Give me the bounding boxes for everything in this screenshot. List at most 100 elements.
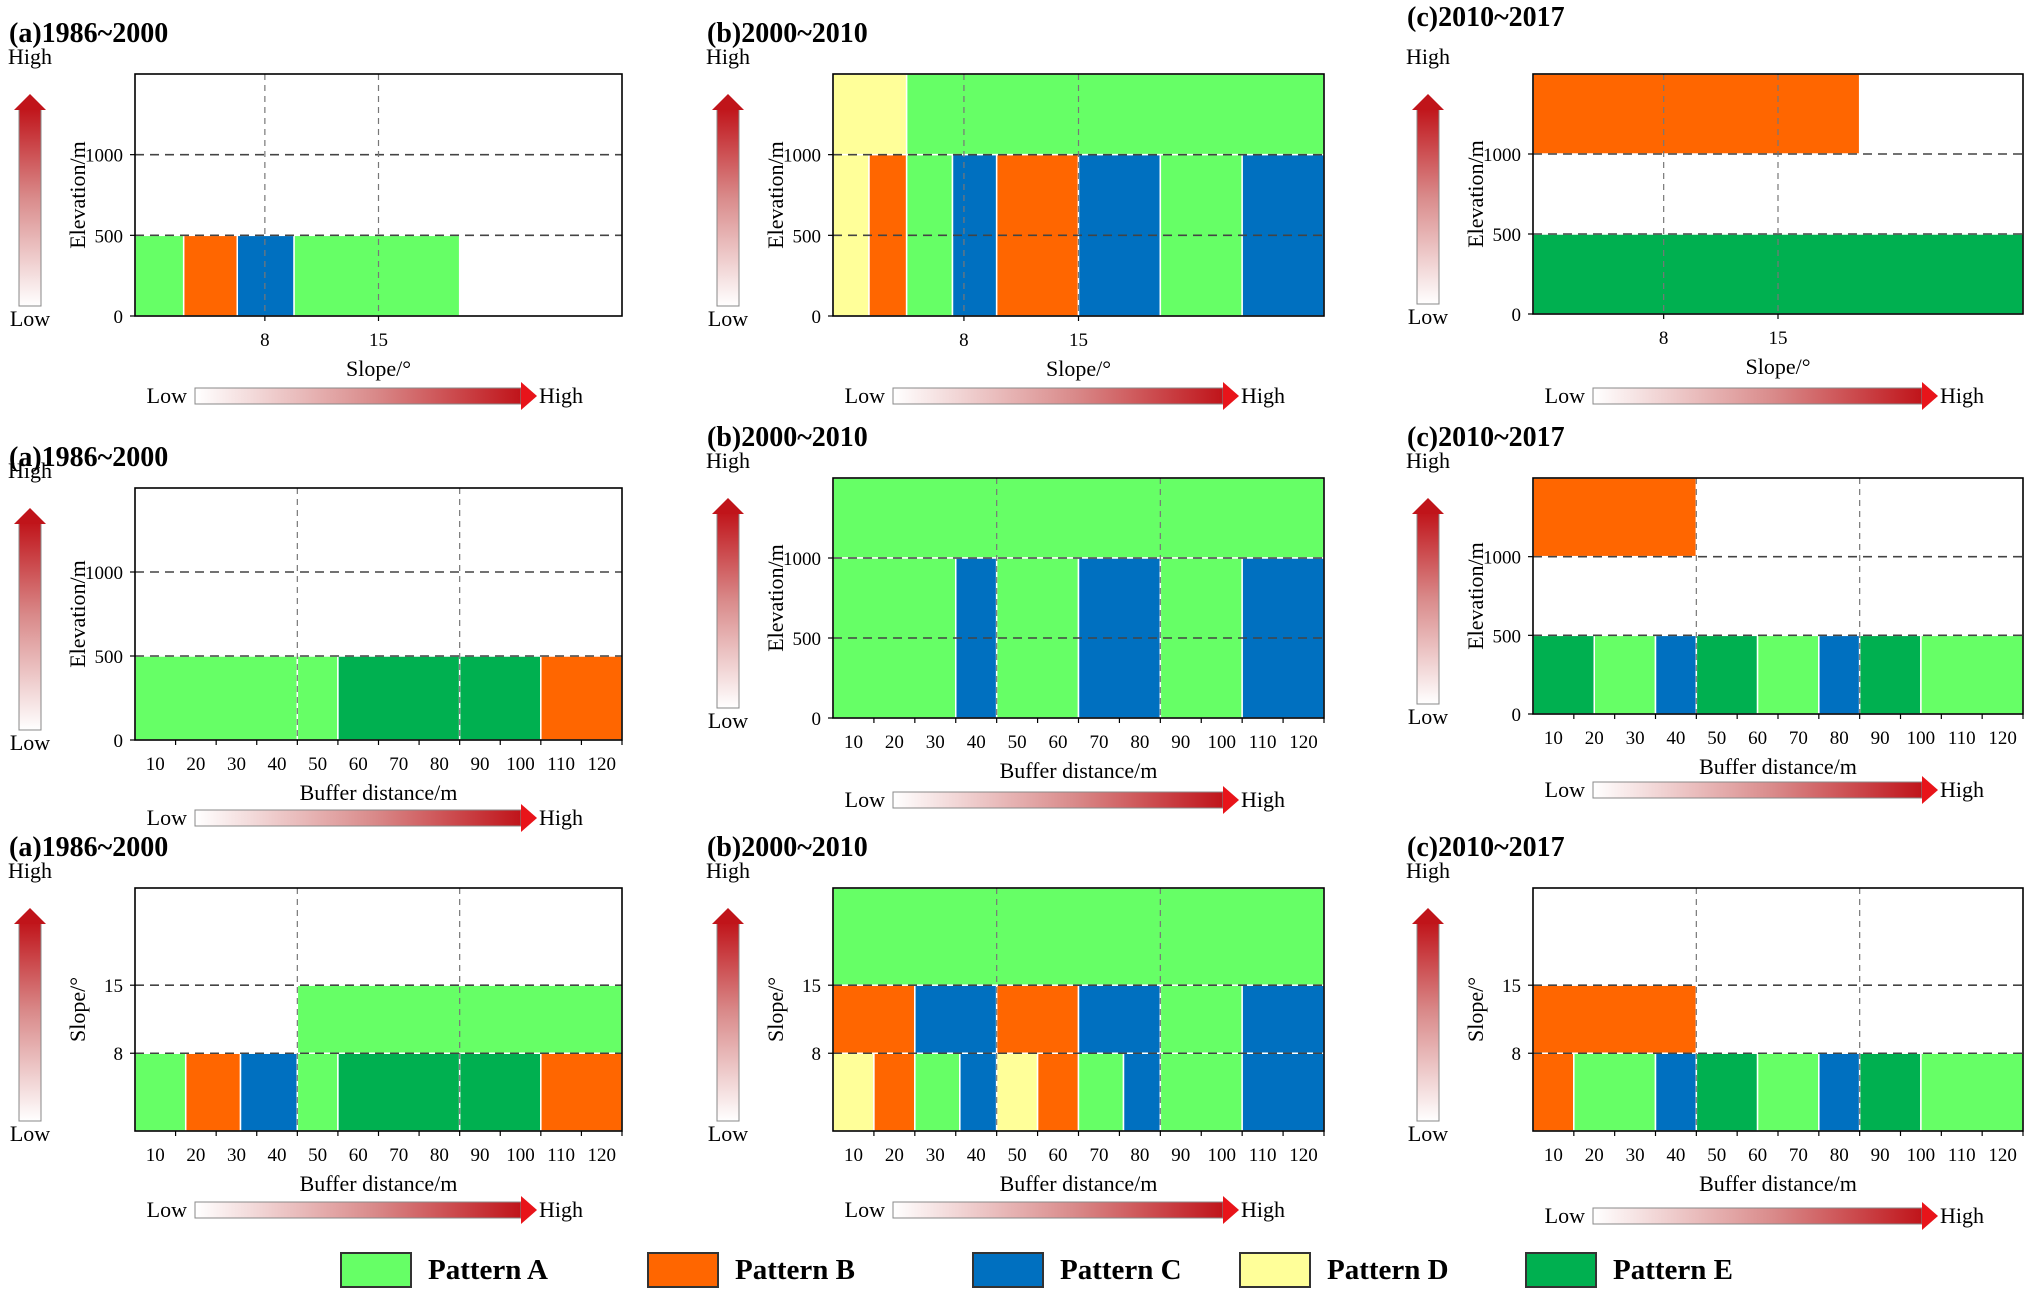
vertical-arrow-high-label: High — [8, 858, 52, 883]
horizontal-arrow-low-label: Low — [147, 805, 187, 830]
x-tick-label: 20 — [885, 732, 904, 753]
horizontal-arrow-low-label: Low — [147, 1197, 187, 1222]
heatmap-cell-pattern-a — [905, 73, 1325, 156]
horizontal-arrow-head — [1223, 382, 1239, 410]
x-tick-label: 60 — [1748, 1145, 1767, 1166]
x-tick-label: 100 — [1907, 728, 1936, 749]
heatmap-cell-pattern-a — [914, 1052, 961, 1132]
x-tick-label: 10 — [844, 1145, 863, 1166]
horizontal-arrow-low-label: Low — [845, 1197, 885, 1222]
vertical-arrow-low-label: Low — [1408, 704, 1448, 729]
vertical-arrow-head — [14, 94, 46, 110]
heatmap-cell-pattern-a — [134, 234, 185, 317]
x-axis-label: Buffer distance/m — [300, 780, 458, 805]
y-tick-label: 8 — [1512, 1044, 1522, 1065]
legend-label-c: Pattern C — [1060, 1254, 1182, 1286]
heatmap-cell-pattern-a — [1920, 634, 2024, 715]
x-tick-label: 10 — [844, 732, 863, 753]
vertical-arrow-low-label: Low — [10, 1121, 50, 1146]
x-tick-label: 120 — [1988, 1145, 2017, 1166]
horizontal-gradient-bar — [194, 387, 522, 405]
y-axis-label: Elevation/m — [65, 141, 90, 249]
legend-label-d: Pattern D — [1327, 1254, 1449, 1286]
heatmap-cell-pattern-b — [1036, 1052, 1080, 1132]
legend-label-b: Pattern B — [735, 1254, 855, 1286]
x-tick-label: 80 — [1130, 1145, 1149, 1166]
horizontal-arrow-low-label: Low — [845, 787, 885, 812]
x-tick-label: 20 — [186, 1145, 205, 1166]
x-tick-label: 110 — [1948, 728, 1976, 749]
x-axis-label: Buffer distance/m — [1000, 1171, 1158, 1196]
vertical-arrow-head — [1412, 908, 1444, 924]
horizontal-gradient-bar — [1592, 387, 1923, 405]
legend-swatch-b — [647, 1252, 719, 1288]
x-tick-label: 120 — [1289, 732, 1318, 753]
x-tick-label: 15 — [1769, 328, 1788, 349]
chart-panel-3: (c)2010~2017 0 500 1000 8 15 Slope/° Elevation/… — [1406, 2, 2024, 410]
heatmap-cell-pattern-a — [1920, 1052, 2024, 1132]
vertical-gradient-bar — [716, 921, 740, 1122]
heatmap-cell-pattern-a — [134, 655, 299, 741]
x-tick-label: 30 — [227, 754, 246, 775]
x-tick-label: 10 — [146, 754, 165, 775]
x-tick-label: 40 — [268, 754, 287, 775]
heatmap-cell-pattern-a — [1077, 1052, 1125, 1132]
x-tick-label: 10 — [146, 1145, 165, 1166]
vertical-arrow-head — [712, 94, 744, 110]
legend-label-e: Pattern E — [1613, 1254, 1733, 1286]
chart-title: (b)2000~2010 — [707, 832, 868, 863]
chart-panel-7: (a)1986~2000 8 15 10 20 30 40 50 60 70 80 90 100 110 1… — [8, 832, 623, 1224]
horizontal-gradient-bar — [892, 387, 1224, 405]
y-tick-label: 500 — [1493, 225, 1522, 246]
horizontal-arrow-head — [521, 1196, 537, 1224]
legend-swatch-c — [972, 1252, 1044, 1288]
y-axis-label: Elevation/m — [1463, 140, 1488, 248]
heatmap-cell-pattern-c — [1654, 634, 1698, 715]
x-tick-label: 50 — [1707, 1145, 1726, 1166]
x-tick-label: 10 — [1544, 728, 1563, 749]
x-tick-label: 40 — [268, 1145, 287, 1166]
heatmap-cell-pattern-e — [1695, 1052, 1759, 1132]
x-tick-label: 110 — [1249, 1145, 1277, 1166]
horizontal-arrow-head — [1922, 1202, 1938, 1230]
horizontal-arrow-low-label: Low — [1545, 777, 1585, 802]
chart-title: (b)2000~2010 — [707, 422, 868, 453]
x-tick-label: 90 — [1171, 1145, 1190, 1166]
heatmap-cell-pattern-c — [1241, 1052, 1325, 1132]
vertical-arrow-low-label: Low — [1408, 1121, 1448, 1146]
heatmap-cell-pattern-c — [239, 1052, 299, 1132]
chart-panel-5: (b)2000~2010 0 500 1000 10 20 30 40 50 60 70 80 90 10… — [706, 422, 1325, 814]
heatmap-cell-pattern-e — [1532, 634, 1595, 715]
y-tick-label: 500 — [95, 226, 124, 247]
vertical-gradient-bar — [18, 521, 42, 731]
heatmap-cell-pattern-a — [293, 234, 461, 317]
y-tick-label: 0 — [114, 731, 124, 752]
vertical-gradient-bar — [716, 107, 740, 307]
x-tick-label: 70 — [1789, 728, 1808, 749]
vertical-gradient-bar — [1416, 511, 1440, 705]
chart-panel-2: (b)2000~2010 0 500 1000 8 15 Slope/° Elevation/… — [706, 18, 1325, 410]
y-tick-label: 500 — [95, 647, 124, 668]
heatmap-cell-pattern-c — [1241, 984, 1325, 1054]
x-tick-label: 20 — [186, 754, 205, 775]
vertical-arrow-high-label: High — [1406, 448, 1450, 473]
heatmap-cell-pattern-c — [1654, 1052, 1698, 1132]
vertical-gradient-bar — [1416, 107, 1440, 305]
chart-panel-8: (b)2000~2010 8 15 10 20 30 40 50 60 70 80 90 100 110 1… — [706, 832, 1325, 1224]
horizontal-arrow-high-label: High — [539, 1197, 583, 1222]
vertical-arrow-head — [1412, 94, 1444, 110]
y-tick-label: 0 — [812, 307, 822, 328]
y-axis-label: Elevation/m — [763, 141, 788, 249]
x-tick-label: 70 — [1089, 1145, 1108, 1166]
horizontal-gradient-bar — [892, 791, 1224, 809]
y-tick-label: 1000 — [783, 146, 821, 167]
horizontal-arrow-head — [1223, 1196, 1239, 1224]
x-tick-label: 90 — [1871, 728, 1890, 749]
chart-title: (c)2010~2017 — [1407, 2, 1565, 33]
chart-panel-6: (c)2010~2017 0 500 1000 10 20 30 40 50 60 70 80 90 10… — [1406, 422, 2024, 804]
x-tick-label: 110 — [1249, 732, 1277, 753]
heatmap-cell-pattern-b — [832, 984, 916, 1054]
x-tick-label: 70 — [389, 754, 408, 775]
y-tick-label: 1000 — [85, 146, 123, 167]
